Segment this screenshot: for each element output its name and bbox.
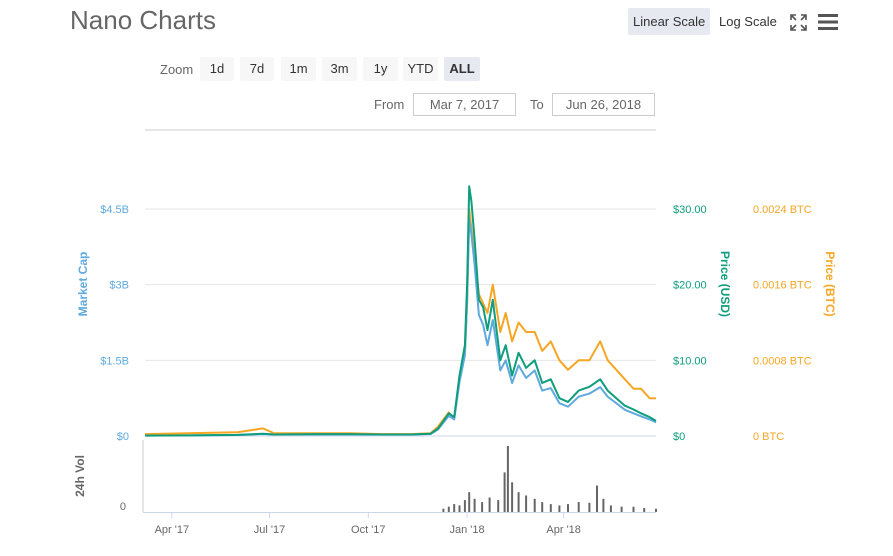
volume-bar [511, 482, 514, 512]
volume-bar [468, 492, 471, 512]
market-cap-tick: $3B [109, 280, 129, 292]
volume-bar [577, 502, 580, 512]
zoom-ytd-button[interactable]: YTD [403, 57, 438, 81]
price-btc-tick: 0.0016 BTC [753, 280, 812, 292]
price-usd-tick: $0 [673, 431, 685, 443]
volume-bar [458, 505, 461, 512]
volume-axis-label: 24h Vol [73, 455, 87, 497]
zoom-1m-button[interactable]: 1m [281, 57, 316, 81]
volume-bar [517, 492, 520, 512]
volume-bar [503, 472, 506, 512]
zoom-3m-button[interactable]: 3m [322, 57, 357, 81]
zoom-all-button[interactable]: ALL [444, 57, 480, 81]
price-usd-line [144, 185, 657, 437]
price-btc-tick: 0 BTC [753, 431, 784, 443]
market-cap-axis-label: Market Cap [76, 252, 90, 317]
volume-tick: 0 [120, 501, 126, 513]
volume-bar [655, 508, 657, 512]
price-btc-line [144, 208, 656, 436]
volume-bar [609, 505, 612, 512]
volume-bar [453, 504, 456, 512]
market-cap-tick: $4.5B [100, 204, 129, 216]
price-usd-tick: $20.00 [673, 280, 707, 292]
volume-bar [442, 508, 445, 512]
zoom-1d-button[interactable]: 1d [200, 57, 234, 81]
x-tick-label: Apr '17 [155, 524, 190, 536]
volume-bar [481, 502, 484, 512]
volume-bar [643, 508, 646, 512]
page-title: Nano Charts [70, 5, 216, 35]
range-from-label: From [374, 97, 405, 112]
x-tick-label: Jul '17 [254, 524, 285, 536]
volume-bar [602, 498, 605, 512]
volume-bar [447, 506, 450, 512]
x-tick-label: Oct '17 [351, 524, 386, 536]
range-to-label: To [530, 97, 544, 112]
volume-bar [558, 505, 561, 512]
volume-bar [588, 502, 591, 512]
volume-bar [541, 502, 544, 512]
price-usd-axis-label: Price (USD) [718, 251, 732, 317]
zoom-label: Zoom [160, 62, 194, 77]
price-btc-axis-label: Price (BTC) [823, 251, 837, 316]
log-scale-button[interactable]: Log Scale [719, 14, 777, 29]
market-cap-tick: $1.5B [100, 355, 129, 367]
volume-bar [473, 498, 476, 512]
x-tick-label: Apr '18 [546, 524, 581, 536]
linear-scale-button[interactable]: Linear Scale [628, 8, 711, 35]
range-from-input[interactable]: Mar 7, 2017 [413, 93, 516, 116]
zoom-1y-button[interactable]: 1y [363, 57, 398, 81]
x-tick-label: Jan '18 [449, 524, 484, 536]
zoom-7d-button[interactable]: 7d [240, 57, 274, 81]
volume-bar [549, 504, 552, 512]
price-btc-tick: 0.0024 BTC [753, 204, 812, 216]
volume-bar [463, 500, 466, 512]
market-cap-line [145, 218, 657, 437]
fullscreen-icon[interactable] [790, 14, 807, 31]
range-to-input[interactable]: Jun 26, 2018 [552, 93, 655, 116]
volume-bar [632, 506, 635, 512]
hamburger-menu-icon[interactable] [818, 14, 838, 30]
volume-bar [506, 446, 509, 512]
volume-bar [567, 504, 569, 512]
volume-bar [596, 485, 598, 512]
volume-bar [488, 497, 491, 512]
volume-bar [497, 500, 500, 512]
price-usd-tick: $30.00 [673, 204, 707, 216]
volume-bar [525, 495, 528, 512]
market-cap-tick: $0 [117, 431, 129, 443]
volume-bar [533, 498, 536, 512]
price-usd-tick: $10.00 [673, 355, 707, 367]
price-btc-tick: 0.0008 BTC [753, 355, 812, 367]
volume-bar [620, 506, 623, 512]
